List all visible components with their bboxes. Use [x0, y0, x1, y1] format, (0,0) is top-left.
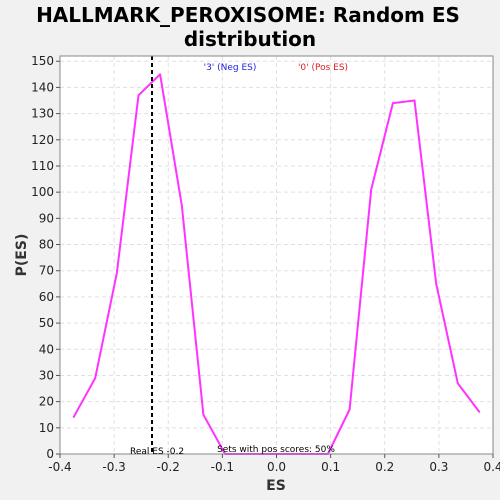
y-tick-label: 110 — [31, 159, 54, 173]
data-point — [116, 272, 118, 274]
y-tick-label: 90 — [39, 211, 54, 225]
y-tick-label: 130 — [31, 107, 54, 121]
data-point — [392, 102, 394, 104]
x-tick-label: 0.0 — [267, 460, 286, 474]
x-tick-label: -0.2 — [157, 460, 180, 474]
x-tick-label: 0.1 — [321, 460, 340, 474]
y-axis-label: P(ES) — [14, 234, 30, 277]
y-tick-label: 60 — [39, 290, 54, 304]
chart-title-line2: distribution — [184, 27, 316, 51]
y-tick-label: 0 — [46, 447, 54, 461]
pos-scores-annotation: Sets with pos scores: 50% — [217, 445, 335, 455]
data-point — [137, 94, 140, 96]
y-tick-label: 70 — [39, 264, 54, 278]
y-tick-label: 20 — [39, 395, 54, 409]
x-tick-label: -0.3 — [102, 460, 125, 474]
y-tick-label: 30 — [39, 368, 54, 382]
x-tick-label: -0.1 — [211, 460, 234, 474]
y-tick-label: 10 — [39, 421, 54, 435]
y-tick-label: 40 — [39, 342, 54, 356]
data-point — [413, 99, 416, 102]
data-point — [94, 377, 96, 379]
legend-pos-es: '0' (Pos ES) — [298, 63, 348, 73]
data-point — [181, 204, 183, 206]
real-es-label: Real ES -0.2 — [130, 447, 184, 457]
y-tick-label: 140 — [31, 80, 54, 94]
y-tick-label: 100 — [31, 185, 54, 199]
data-point — [159, 73, 161, 75]
chart-title-line1: HALLMARK_PEROXISOME: Random ES — [36, 3, 460, 27]
x-axis-label: ES — [266, 478, 286, 494]
x-tick-label: 0.3 — [429, 460, 448, 474]
y-tick-label: 50 — [39, 316, 54, 330]
data-point — [202, 414, 205, 416]
y-tick-label: 120 — [31, 133, 54, 147]
y-tick-label: 80 — [39, 238, 54, 252]
data-point — [348, 408, 351, 411]
x-tick-label: 0.2 — [375, 460, 394, 474]
data-point — [370, 188, 372, 191]
data-point — [72, 416, 75, 418]
data-point — [435, 283, 437, 285]
axes: 0 10 20 30 40 50 60 70 80 90 100 110 120 130 140 150 -0.… — [31, 54, 500, 474]
x-tick-label: 0.4 — [483, 460, 500, 474]
legend-neg-es: '3' (Neg ES) — [204, 63, 257, 73]
data-point — [478, 411, 481, 413]
y-tick-label: 150 — [31, 54, 54, 68]
data-point — [457, 382, 459, 384]
x-tick-label: -0.4 — [48, 460, 71, 474]
